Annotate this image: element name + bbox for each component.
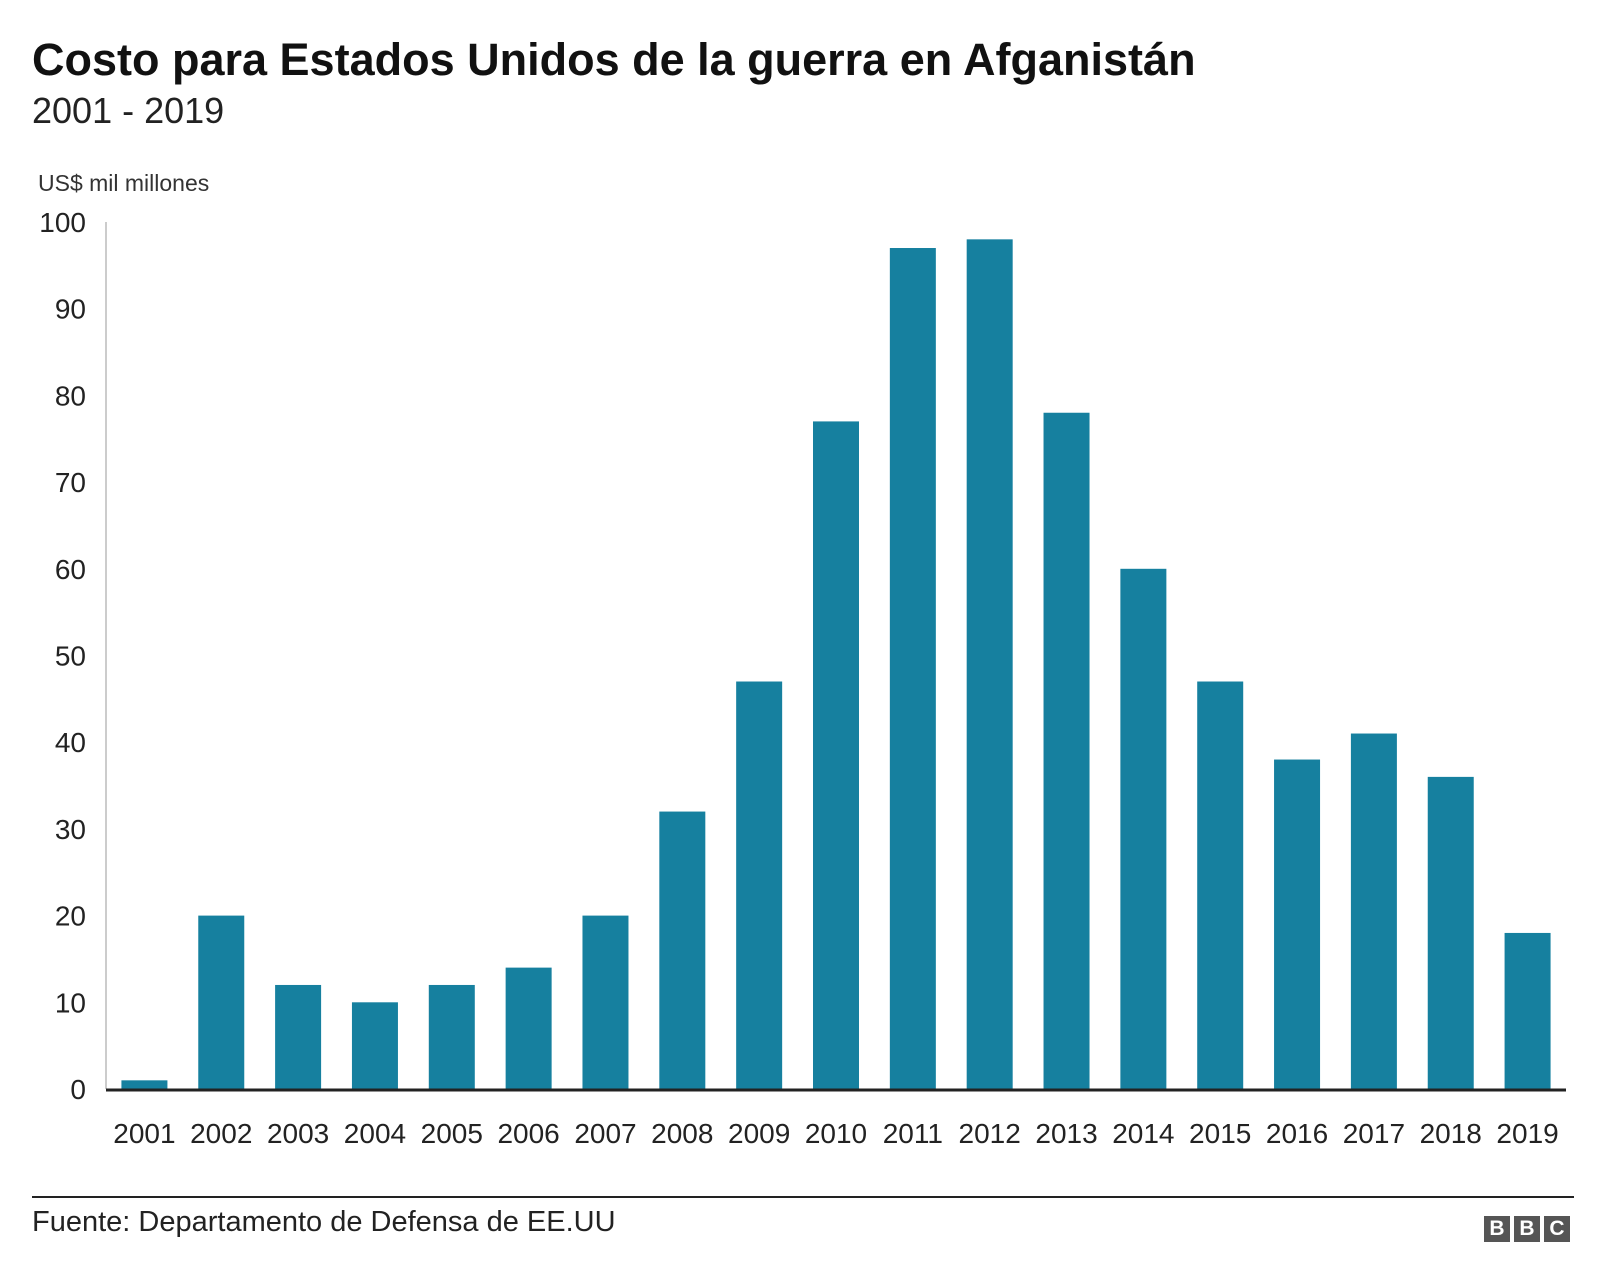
bbc-logo: B B C	[1484, 1216, 1570, 1242]
y-tick-label: 40	[55, 727, 86, 758]
x-tick-label: 2009	[728, 1118, 790, 1149]
footer-divider	[32, 1196, 1574, 1198]
y-axis-label: US$ mil millones	[38, 170, 209, 196]
x-tick-label: 2010	[805, 1118, 867, 1149]
x-tick-label: 2008	[651, 1118, 713, 1149]
bar-2006	[505, 967, 552, 1089]
x-tick-label: 2011	[883, 1118, 943, 1149]
y-tick-label: 100	[39, 207, 86, 238]
y-tick-label: 60	[55, 554, 86, 585]
y-tick-label: 70	[55, 467, 86, 498]
x-tick-label: 2007	[574, 1118, 636, 1149]
bars	[121, 239, 1551, 1090]
source-note: Fuente: Departamento de Defensa de EE.UU	[32, 1206, 616, 1238]
bar-2003	[275, 984, 322, 1089]
x-tick-label: 2004	[344, 1118, 406, 1149]
x-tick-label: 2003	[267, 1118, 329, 1149]
bar-2014	[1120, 568, 1167, 1089]
x-tick-label: 2002	[190, 1118, 252, 1149]
x-tick-label: 2017	[1343, 1118, 1405, 1149]
x-tick-label: 2015	[1189, 1118, 1251, 1149]
bar-2004	[351, 1002, 398, 1089]
bar-2009	[736, 681, 783, 1089]
x-tick-label: 2012	[959, 1118, 1021, 1149]
x-tick-label: 2016	[1266, 1118, 1328, 1149]
x-tick-label: 2006	[497, 1118, 559, 1149]
y-axis-ticks: 0 10 20 30 40 50 60 70 80 90 100	[39, 207, 86, 1105]
y-tick-label: 30	[55, 814, 86, 845]
bar-2016	[1274, 759, 1321, 1089]
x-axis-ticks: 2001 2002 2003 2004 2005 2006 2007 2008 2009 2010…	[113, 1118, 1558, 1149]
bar-2013	[1043, 412, 1090, 1089]
y-tick-label: 10	[55, 987, 86, 1018]
bar-2011	[889, 248, 936, 1089]
chart-subtitle: 2001 - 2019	[32, 90, 225, 131]
x-tick-label: 2001	[113, 1118, 175, 1149]
bar-2001	[121, 1080, 168, 1089]
bar-2010	[813, 421, 859, 1089]
bar-2015	[1197, 681, 1244, 1089]
bar-chart: US$ mil millones 0102030405060708090100 …	[38, 170, 1566, 1149]
bar-2008	[659, 811, 706, 1089]
y-tick-label: 20	[55, 901, 86, 932]
y-tick-label: 90	[55, 294, 86, 325]
y-tick-label: 0	[70, 1074, 86, 1105]
bar-2018	[1427, 776, 1474, 1089]
bar-2007	[582, 915, 629, 1089]
bar-2019	[1504, 932, 1551, 1089]
bbc-logo-letter: B	[1484, 1216, 1510, 1242]
bar-2017	[1350, 733, 1397, 1089]
chart-title: Costo para Estados Unidos de la guerra e…	[32, 34, 1196, 85]
x-tick-label: 2014	[1112, 1118, 1174, 1149]
bar-2012	[966, 239, 1013, 1090]
x-tick-label: 2018	[1420, 1118, 1482, 1149]
x-tick-label: 2019	[1496, 1118, 1558, 1149]
x-tick-label: 2013	[1035, 1118, 1097, 1149]
bbc-logo-letter: B	[1514, 1216, 1540, 1242]
y-tick-label: 50	[55, 641, 86, 672]
x-tick-label: 2005	[421, 1118, 483, 1149]
y-tick-label: 80	[55, 380, 86, 411]
bar-2005	[428, 984, 475, 1089]
bar-2002	[198, 915, 245, 1089]
bbc-logo-letter: C	[1544, 1216, 1570, 1242]
